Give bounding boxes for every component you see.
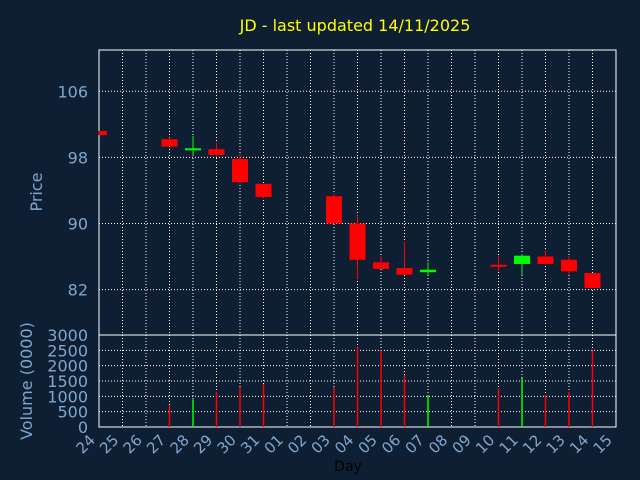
x-tick-label: 01 (261, 431, 287, 457)
candle-body (326, 196, 342, 224)
volume-bar (568, 391, 570, 427)
price-panel: 82 90 98 106 (57, 49, 617, 336)
volume-bar (333, 387, 335, 427)
x-tick-label: 05 (355, 431, 381, 457)
candle-body (584, 273, 601, 288)
volume-bar (591, 350, 594, 427)
volume-tick-label: 1500 (47, 372, 88, 391)
x-tick-label: 28 (167, 431, 193, 457)
candle-body (208, 149, 225, 155)
x-tick-label: 04 (331, 431, 357, 457)
price-tick-label: 98 (68, 148, 88, 167)
x-tick-label: 08 (425, 431, 451, 457)
candle-body (373, 262, 389, 269)
volume-bar (544, 394, 547, 427)
x-tick-label: 13 (543, 431, 569, 457)
volume-bar (168, 405, 171, 427)
candle-body (99, 130, 107, 136)
x-tick-label: 24 (73, 431, 99, 457)
candle-body (349, 223, 366, 260)
x-tick-label: 09 (449, 431, 475, 457)
x-axis-label: Day (334, 459, 362, 475)
x-tick-label: 30 (214, 431, 240, 457)
x-tick-label: 27 (143, 431, 169, 457)
x-tick-label: 07 (402, 431, 428, 457)
x-tick-label: 25 (96, 431, 122, 457)
volume-tick-label: 500 (57, 403, 88, 422)
candle-body (420, 269, 436, 273)
volume-bar (380, 350, 382, 427)
candle-body (232, 159, 248, 183)
volume-tick-label: 3000 (47, 326, 88, 345)
volume-bar (215, 391, 218, 427)
volume-axis-label: Volume (0000) (17, 322, 36, 440)
volume-bar (262, 384, 265, 427)
x-tick-label: 10 (472, 431, 498, 457)
volume-bar (356, 347, 359, 427)
x-tick-label: 06 (378, 431, 404, 457)
candle-body (255, 183, 272, 198)
candle-body (537, 256, 554, 264)
price-tick-label: 82 (68, 281, 88, 300)
x-tick-label: 03 (308, 431, 334, 457)
x-tick-label: 31 (237, 431, 263, 457)
volume-bar (192, 399, 194, 427)
candle-body (161, 139, 178, 147)
candle-body (185, 148, 201, 151)
volume-bar (239, 387, 241, 427)
volume-tick-label: 0 (78, 418, 88, 437)
volume-bar (521, 377, 523, 427)
volume-tick-label: 2000 (47, 357, 88, 376)
candle-body (490, 264, 507, 267)
x-tick-labels: 2425262728293031010203040506070809101112… (73, 431, 616, 457)
volume-bar (403, 374, 406, 427)
x-tick-label: 14 (566, 431, 592, 457)
x-tick-label: 11 (496, 431, 522, 457)
x-tick-label: 12 (519, 431, 545, 457)
volume-tick-label: 2500 (47, 341, 88, 360)
candle-body (561, 259, 577, 272)
x-tick-label: 15 (590, 431, 616, 457)
price-tick-label: 106 (57, 82, 88, 101)
x-tick-label: 26 (120, 431, 146, 457)
chart-title: JD - last updated 14/11/2025 (239, 16, 471, 35)
x-tick-label: 02 (284, 431, 310, 457)
price-axis-label: Price (27, 172, 46, 211)
candle-body (396, 268, 413, 275)
volume-bar (497, 388, 500, 427)
x-tick-label: 29 (190, 431, 216, 457)
volume-tick-label: 1000 (47, 387, 88, 406)
candle-body (514, 255, 530, 264)
price-tick-label: 90 (68, 214, 88, 233)
volume-bar (427, 394, 429, 427)
